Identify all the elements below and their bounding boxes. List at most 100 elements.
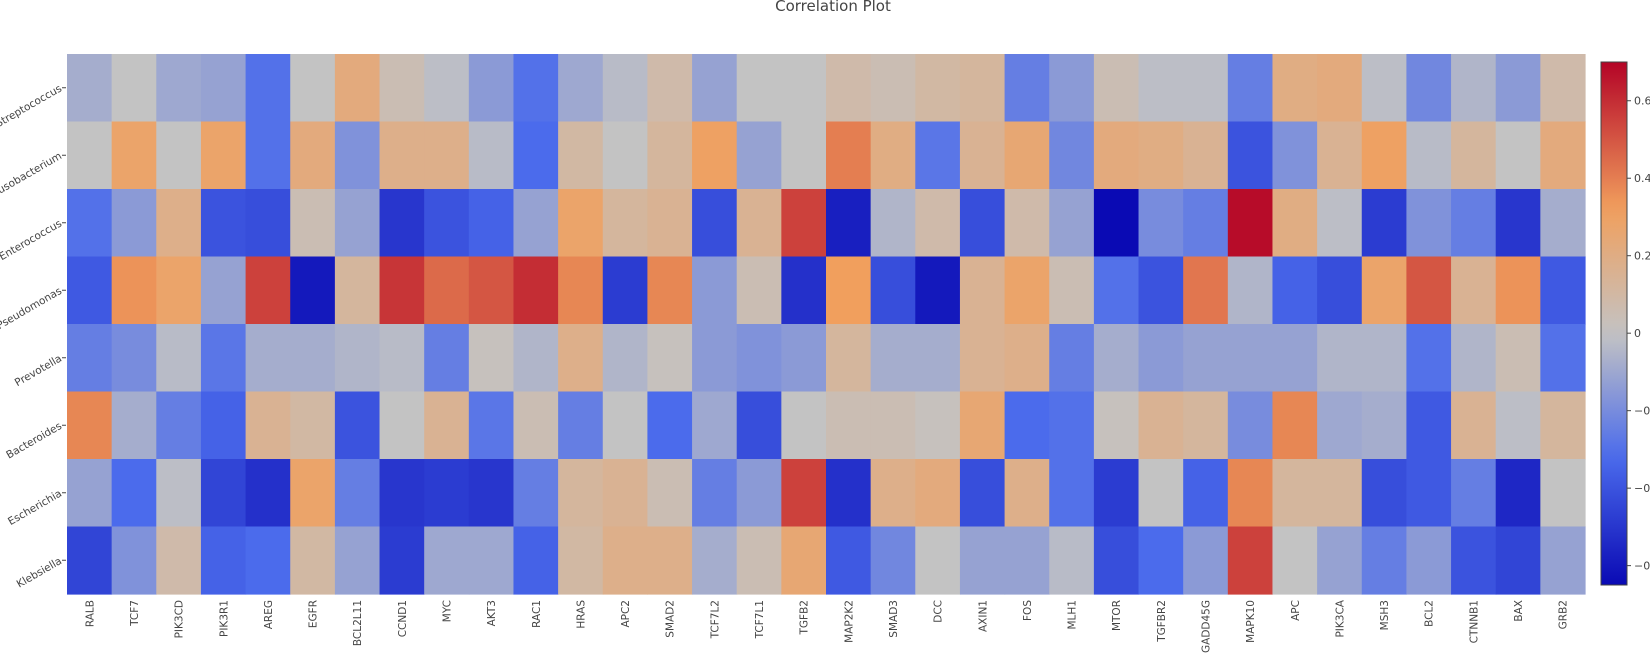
heatmap-cell bbox=[736, 391, 782, 460]
heatmap-cell bbox=[334, 256, 381, 325]
heatmap-cell bbox=[826, 324, 872, 393]
heatmap-cell bbox=[1004, 324, 1050, 393]
heatmap-cell bbox=[200, 189, 247, 258]
heatmap-cell bbox=[1183, 391, 1229, 460]
heatmap-cell bbox=[468, 189, 515, 258]
heatmap-cell bbox=[1406, 54, 1452, 123]
heatmap-cell bbox=[602, 391, 649, 460]
heatmap-cell bbox=[468, 54, 515, 123]
heatmap-cell bbox=[1004, 526, 1050, 595]
colorbar-tick-label: −0.2 bbox=[1634, 405, 1650, 418]
heatmap-cell bbox=[870, 526, 916, 595]
heatmap-cell bbox=[647, 324, 693, 393]
heatmap-cell bbox=[424, 54, 470, 123]
y-axis-tick-labels: Streptococcus Fusobacterium Enterococcus Ps… bbox=[0, 83, 66, 590]
x-tick-label: APC2 bbox=[620, 600, 632, 628]
heatmap-cell bbox=[1049, 54, 1095, 123]
heatmap-cell bbox=[826, 459, 872, 528]
heatmap-cell bbox=[1451, 324, 1497, 393]
colorbar-tick-label: −0.4 bbox=[1634, 482, 1650, 495]
heatmap-cell bbox=[736, 256, 782, 325]
heatmap-cell bbox=[1093, 459, 1140, 528]
heatmap-cell bbox=[1138, 324, 1184, 393]
heatmap-cell bbox=[513, 256, 559, 325]
heatmap-cell bbox=[1406, 526, 1452, 595]
heatmap-cell bbox=[870, 459, 916, 528]
heatmap-cell bbox=[558, 459, 604, 528]
x-tick-label: AKT3 bbox=[486, 600, 498, 626]
heatmap-cell bbox=[67, 391, 113, 460]
heatmap-cell bbox=[424, 459, 470, 528]
heatmap-cell bbox=[692, 526, 738, 595]
colorbar-tick-label: 0.4 bbox=[1634, 172, 1650, 185]
heatmap-cell bbox=[1093, 121, 1140, 190]
heatmap-cell bbox=[870, 391, 916, 460]
heatmap-cell bbox=[1540, 189, 1586, 258]
heatmap-cell bbox=[200, 121, 247, 190]
heatmap-cell bbox=[959, 459, 1006, 528]
y-tick-label: Streptococcus bbox=[0, 83, 64, 131]
heatmap-cell bbox=[379, 256, 425, 325]
x-tick-label: HRAS bbox=[575, 600, 587, 629]
heatmap-cell bbox=[1272, 189, 1318, 258]
heatmap-cell bbox=[200, 459, 247, 528]
heatmap-cell bbox=[468, 324, 515, 393]
heatmap-cell bbox=[1093, 391, 1140, 460]
heatmap-cell bbox=[1138, 526, 1184, 595]
heatmap-cell bbox=[67, 121, 113, 190]
heatmap-cell bbox=[513, 54, 559, 123]
heatmap-cell bbox=[1227, 526, 1274, 595]
heatmap-cell bbox=[602, 121, 649, 190]
heatmap-cell bbox=[1004, 121, 1050, 190]
heatmap-cell bbox=[1183, 324, 1229, 393]
heatmap-cell bbox=[334, 121, 381, 190]
colorbar-tick-label: 0 bbox=[1634, 327, 1641, 340]
heatmap-cell bbox=[1451, 256, 1497, 325]
heatmap-cell bbox=[1317, 459, 1363, 528]
heatmap-cell bbox=[200, 526, 247, 595]
heatmap-cell bbox=[736, 526, 782, 595]
heatmap-cell bbox=[1272, 121, 1318, 190]
heatmap-cell bbox=[156, 324, 202, 393]
heatmap-cell bbox=[1227, 391, 1274, 460]
heatmap-cell bbox=[290, 121, 336, 190]
heatmap-cell bbox=[826, 189, 872, 258]
x-tick-label: PIK3CA bbox=[1334, 599, 1346, 637]
x-tick-label: PIK3CD bbox=[174, 600, 186, 638]
heatmap-cell bbox=[111, 54, 157, 123]
heatmap-cell bbox=[558, 391, 604, 460]
heatmap-cell bbox=[826, 526, 872, 595]
heatmap-cell bbox=[67, 256, 113, 325]
heatmap-cell bbox=[156, 54, 202, 123]
heatmap-cell bbox=[245, 459, 291, 528]
heatmap-cell bbox=[156, 189, 202, 258]
heatmap-cell bbox=[692, 54, 738, 123]
heatmap-cell bbox=[602, 54, 649, 123]
x-tick-label: TGFBR2 bbox=[1156, 600, 1168, 643]
heatmap-cell bbox=[111, 189, 157, 258]
heatmap-cell bbox=[959, 391, 1006, 460]
heatmap-cell bbox=[1406, 391, 1452, 460]
heatmap-cell bbox=[915, 526, 961, 595]
heatmap-cell bbox=[334, 189, 381, 258]
heatmap-cell bbox=[245, 526, 291, 595]
heatmap-cell bbox=[424, 189, 470, 258]
heatmap-cell bbox=[1183, 526, 1229, 595]
y-tick-label: Enterococcus bbox=[0, 218, 64, 264]
heatmap-cell bbox=[1451, 391, 1497, 460]
heatmap-cell bbox=[558, 256, 604, 325]
heatmap-cell bbox=[513, 121, 559, 190]
heatmap-cell bbox=[959, 526, 1006, 595]
colorbar-tick-label: 0.2 bbox=[1634, 250, 1650, 263]
x-tick-label: SMAD3 bbox=[888, 600, 900, 638]
heatmap-cell bbox=[468, 256, 515, 325]
y-tick-label: Klebsiella bbox=[15, 555, 64, 590]
heatmap-cell bbox=[959, 54, 1006, 123]
heatmap-cell bbox=[736, 54, 782, 123]
colorbar: −0.6 −0.4 −0.2 0 0.2 0.4 0.6 bbox=[1600, 61, 1650, 586]
x-tick-label: MSH3 bbox=[1379, 600, 1391, 630]
x-tick-label: BAX bbox=[1513, 600, 1525, 622]
heatmap-cell bbox=[692, 256, 738, 325]
heatmap-cell bbox=[1093, 54, 1140, 123]
